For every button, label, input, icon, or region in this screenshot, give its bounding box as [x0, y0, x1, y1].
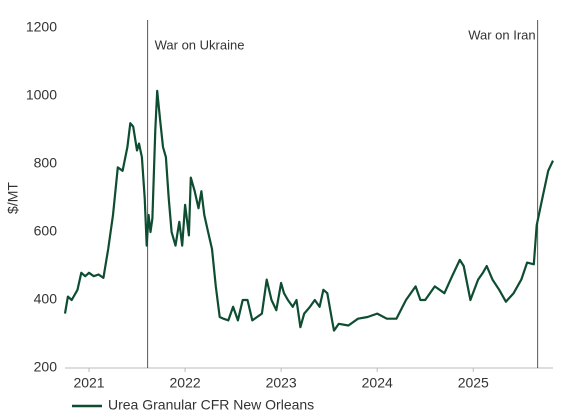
- x-tick-label: 2022: [170, 375, 201, 391]
- legend-label: Urea Granular CFR New Orleans: [108, 397, 314, 413]
- y-tick-label: 200: [34, 359, 58, 375]
- y-tick-label: 800: [34, 155, 58, 171]
- event-label: War on Ukraine: [155, 37, 245, 52]
- x-tick-label: 2021: [73, 375, 104, 391]
- event-label: War on Iran: [468, 27, 535, 42]
- y-tick-label: 1200: [26, 19, 57, 35]
- y-tick-label: 400: [34, 291, 58, 307]
- y-axis-label: $/MT: [5, 182, 21, 214]
- y-tick-label: 1000: [26, 87, 57, 103]
- line-series: [63, 89, 554, 332]
- x-tick-label: 2024: [362, 375, 393, 391]
- x-tick-label: 2025: [458, 375, 489, 391]
- y-tick-label: 600: [34, 223, 58, 239]
- x-tick-label: 2023: [266, 375, 297, 391]
